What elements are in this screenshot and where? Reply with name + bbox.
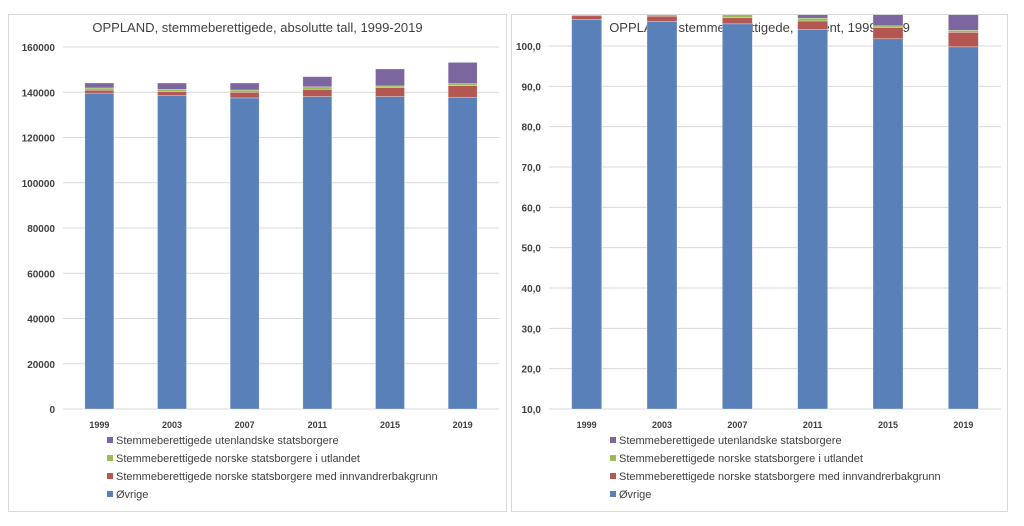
- y-tick-label: 50,0: [522, 244, 542, 255]
- legend-marker: [107, 437, 113, 443]
- bar-segment-2019-1: [948, 31, 979, 48]
- legend-label: Stemmeberettigede norske statsborgere i …: [619, 453, 863, 465]
- y-tick-label: 10,0: [522, 405, 542, 416]
- legend-marker: [107, 473, 113, 479]
- bar-segment-2015-3: [872, 15, 904, 27]
- chart-title: OPPLAND, stemmeberettigede, prosent, 199…: [609, 20, 910, 35]
- bar-segment-2007-3: [229, 82, 260, 91]
- bar-segment-2003-1: [646, 15, 678, 22]
- chart-percent-panel: OPPLAND, stemmeberettigede, prosent, 199…: [511, 14, 1008, 512]
- bar-segment-2007-2: [722, 15, 753, 19]
- legend-marker: [610, 437, 616, 443]
- legend-label: Øvrige: [619, 489, 651, 501]
- legend-label: Øvrige: [116, 489, 148, 501]
- chart-absolute: OPPLAND, stemmeberettigede, absolutte ta…: [22, 20, 499, 501]
- y-tick-label: 20,0: [522, 365, 542, 376]
- bar-segment-2015-1: [872, 27, 904, 40]
- y-tick-label: 90,0: [522, 82, 542, 93]
- legend-marker: [107, 455, 113, 461]
- y-tick-label: 160000: [22, 43, 56, 54]
- bar-segment-2015-1: [375, 87, 405, 97]
- legend-label: Stemmeberettigede norske statsborgere me…: [619, 471, 941, 483]
- bar-segment-2007-0: [229, 97, 260, 410]
- x-tick-label: 2015: [380, 420, 400, 430]
- chart-title: OPPLAND, stemmeberettigede, absolutte ta…: [92, 20, 422, 35]
- bar-segment-1999-2: [571, 15, 602, 17]
- bar-segment-2015-3: [375, 68, 405, 87]
- bar-segment-2007-0: [722, 23, 753, 410]
- bar-segment-2011-0: [302, 96, 333, 410]
- bar-segment-2019-0: [447, 96, 478, 410]
- bar-segment-2011-3: [302, 76, 333, 88]
- bar-segment-2011-2: [302, 86, 333, 90]
- y-tick-label: 80000: [27, 224, 55, 235]
- bar-segment-2011-2: [797, 17, 828, 22]
- bar-segment-2011-1: [797, 20, 828, 30]
- bar-segment-2015-0: [375, 96, 405, 410]
- bar-segment-2019-3: [948, 15, 979, 31]
- legend-label: Stemmeberettigede utenlandske statsborge…: [619, 435, 842, 447]
- bar-segment-2003-3: [157, 82, 187, 90]
- bar-segment-2003-2: [157, 89, 187, 92]
- bar-segment-2011-3: [797, 15, 828, 19]
- bar-segment-2007-1: [229, 91, 260, 99]
- x-tick-label: 2015: [878, 420, 898, 430]
- legend-marker: [610, 455, 616, 461]
- chart-percent: OPPLAND, stemmeberettigede, prosent, 199…: [516, 15, 1001, 501]
- y-tick-label: 30,0: [522, 324, 542, 335]
- bar-segment-2003-0: [157, 95, 187, 410]
- bar-segment-2019-1: [447, 85, 478, 98]
- bar-segment-2003-0: [646, 21, 678, 410]
- bar-segment-2019-2: [948, 29, 979, 33]
- y-tick-label: 60,0: [522, 203, 542, 214]
- y-tick-label: 100,0: [516, 42, 541, 53]
- chart-absolute-panel: OPPLAND, stemmeberettigede, absolutte ta…: [8, 14, 507, 512]
- bar-segment-2011-0: [797, 29, 828, 410]
- bar-segment-1999-0: [84, 92, 115, 410]
- x-tick-label: 2003: [162, 420, 182, 430]
- bar-segment-1999-1: [571, 15, 602, 20]
- bar-segment-1999-2: [84, 87, 115, 91]
- bar-segment-2007-2: [229, 89, 260, 93]
- x-tick-label: 2019: [953, 420, 973, 430]
- x-tick-label: 2011: [803, 420, 823, 430]
- bar-segment-2003-2: [646, 15, 678, 17]
- legend-label: Stemmeberettigede utenlandske statsborge…: [116, 435, 339, 447]
- y-tick-label: 120000: [22, 134, 56, 145]
- y-tick-label: 60000: [27, 269, 55, 280]
- y-tick-label: 40000: [27, 315, 55, 326]
- y-tick-label: 80,0: [522, 123, 542, 134]
- legend-marker: [610, 473, 616, 479]
- x-tick-label: 2003: [652, 420, 672, 430]
- x-tick-label: 1999: [89, 420, 109, 430]
- bar-segment-1999-0: [571, 19, 602, 410]
- legend-label: Stemmeberettigede norske statsborgere i …: [116, 453, 360, 465]
- bar-segment-2015-0: [872, 38, 904, 410]
- x-tick-label: 2019: [453, 420, 473, 430]
- y-tick-label: 0: [49, 405, 55, 416]
- x-tick-label: 2007: [727, 420, 747, 430]
- legend-marker: [107, 491, 113, 497]
- bar-segment-1999-3: [84, 82, 115, 89]
- y-tick-label: 20000: [27, 360, 55, 371]
- bar-segment-2019-0: [948, 46, 979, 410]
- bar-segment-2019-3: [447, 62, 478, 84]
- y-tick-label: 140000: [22, 88, 56, 99]
- x-tick-label: 1999: [577, 420, 597, 430]
- bar-segment-2011-1: [302, 89, 333, 97]
- y-tick-label: 70,0: [522, 163, 542, 174]
- x-tick-label: 2011: [308, 420, 328, 430]
- bar-segment-2019-2: [447, 83, 478, 86]
- legend-marker: [610, 491, 616, 497]
- y-tick-label: 100000: [22, 179, 56, 190]
- y-tick-label: 40,0: [522, 284, 542, 295]
- bar-segment-1999-1: [84, 89, 115, 94]
- legend-label: Stemmeberettigede norske statsborgere me…: [116, 471, 438, 483]
- bar-segment-2003-1: [157, 91, 187, 96]
- bar-segment-2007-1: [722, 17, 753, 25]
- x-tick-label: 2007: [235, 420, 255, 430]
